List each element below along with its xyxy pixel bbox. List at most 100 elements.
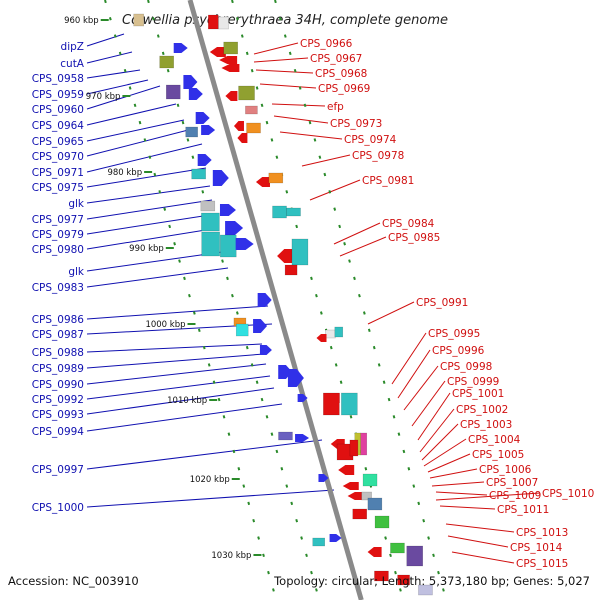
gene-label-right: CPS_1001	[452, 388, 504, 400]
gene-label-left: CPS_0990	[32, 379, 84, 391]
gene-label-left: CPS_0979	[32, 229, 84, 241]
leader-line-right	[279, 131, 343, 140]
leader-line-left	[86, 213, 217, 235]
gene-feature-box	[325, 329, 336, 339]
gene-label-left: glk	[68, 198, 85, 210]
gene-feature-box	[374, 570, 389, 582]
topology-text: Topology: circular; Length: 5,373,180 bp…	[274, 574, 590, 588]
gene-label-right: CPS_1003	[460, 419, 512, 431]
leader-line-left	[86, 103, 177, 126]
leader-line-right	[255, 69, 314, 74]
gene-label-right: CPS_0973	[330, 118, 382, 130]
gene-label-left: CPS_0986	[32, 314, 85, 326]
gene-label-right: CPS_1009	[489, 490, 541, 502]
gene-feature-box	[272, 205, 287, 219]
gene-feature-box	[208, 14, 219, 30]
leader-line-left	[86, 353, 265, 369]
leader-line-right	[273, 115, 329, 124]
gene-feature-box	[223, 41, 238, 55]
kbp-tick-label: 1010 kbp	[167, 396, 207, 406]
leader-line-left	[86, 119, 185, 142]
gene-label-right: CPS_1010	[542, 488, 594, 500]
gene-feature-box	[284, 264, 298, 276]
leader-line-right	[423, 438, 467, 467]
gene-feature-arrow-forward	[287, 369, 304, 387]
leader-line-right	[271, 103, 326, 107]
leader-line-right	[447, 535, 509, 548]
kbp-tick-label: 1000 kbp	[145, 320, 185, 330]
gene-label-left: CPS_0958	[32, 73, 84, 85]
leader-line-right	[451, 551, 515, 564]
gene-feature-arrow-reverse	[221, 64, 240, 72]
gene-label-left: CPS_1000	[32, 502, 84, 514]
gene-label-right: CPS_0991	[416, 297, 468, 309]
leader-line-left	[86, 143, 203, 173]
gene-features	[133, 13, 433, 596]
leader-line-right	[419, 408, 455, 453]
gene-label-right: CPS_1005	[472, 449, 524, 461]
leader-line-right	[403, 365, 439, 411]
gene-feature-box	[360, 432, 368, 456]
gene-feature-arrow-forward	[173, 43, 188, 53]
gene-label-right: CPS_0998	[440, 361, 492, 373]
gene-feature-box	[418, 584, 433, 596]
gene-label-right: CPS_1014	[510, 542, 563, 554]
gene-label-left: cutA	[60, 58, 85, 70]
leader-line-right	[397, 349, 431, 399]
gene-label-right: CPS_0966	[300, 38, 353, 50]
leader-line-left	[86, 167, 207, 188]
leader-line-left	[86, 51, 133, 64]
gene-feature-box	[159, 55, 174, 69]
gene-feature-arrow-forward	[197, 154, 212, 166]
gene-feature-arrow-reverse	[237, 133, 248, 143]
gene-label-left: CPS_0992	[32, 394, 84, 406]
gene-feature-arrow-forward	[259, 345, 272, 355]
gene-feature-box	[374, 515, 390, 529]
gene-label-right: CPS_1007	[486, 477, 538, 489]
gene-feature-arrow-forward	[295, 434, 310, 442]
leader-line-right	[309, 179, 361, 201]
gene-feature-box	[218, 16, 229, 30]
gene-feature-arrow-reverse	[367, 547, 382, 557]
leader-line-right	[427, 453, 471, 473]
gene-label-right: CPS_1015	[516, 558, 568, 570]
gene-label-left: CPS_0988	[32, 347, 84, 359]
gene-label-right: CPS_0995	[428, 328, 480, 340]
gene-label-right: CPS_0967	[310, 53, 362, 65]
gene-feature-box	[278, 431, 293, 441]
gene-feature-arrow-forward	[235, 238, 254, 250]
leader-lines	[86, 33, 541, 564]
gene-feature-arrow-reverse	[277, 249, 294, 263]
gene-feature-box	[235, 323, 249, 337]
gene-feature-box	[201, 212, 220, 232]
gene-label-left: dipZ	[61, 41, 84, 53]
map-title: Colwellia psychrerythraea 34H, complete …	[122, 13, 448, 28]
leader-line-right	[367, 301, 415, 325]
leader-line-left	[86, 127, 197, 157]
gene-label-right: CPS_0981	[362, 175, 414, 187]
gene-label-left: CPS_0987	[32, 329, 84, 341]
gene-feature-arrow-forward	[183, 75, 198, 89]
leader-line-right	[391, 332, 427, 385]
gene-label-right: CPS_0969	[318, 83, 370, 95]
gene-feature-arrow-reverse	[316, 334, 327, 342]
gene-feature-box	[312, 537, 325, 547]
gene-feature-box	[390, 542, 405, 554]
leader-line-right	[301, 154, 351, 167]
leader-line-right	[417, 392, 451, 441]
kbp-tick-label: 980 kbp	[107, 168, 142, 178]
leader-line-right	[253, 57, 309, 63]
gene-feature-arrow-forward	[201, 125, 216, 135]
gene-feature-box	[367, 497, 383, 511]
gene-label-right: CPS_0978	[352, 150, 404, 162]
leader-line-left	[86, 267, 229, 288]
genome-backbone	[187, 0, 364, 600]
gene-feature-arrow-forward	[212, 170, 229, 186]
gene-label-left: glk	[68, 266, 85, 278]
gene-feature-arrow-forward	[297, 394, 308, 402]
gene-feature-box	[362, 473, 378, 487]
gene-feature-box	[268, 172, 284, 184]
gene-label-left: CPS_0964	[32, 120, 85, 132]
gene-feature-box	[246, 122, 261, 134]
gene-labels: dipZ cutA CPS_0958 CPS_0959 CPS_0960 CPS_0964…	[32, 38, 595, 570]
